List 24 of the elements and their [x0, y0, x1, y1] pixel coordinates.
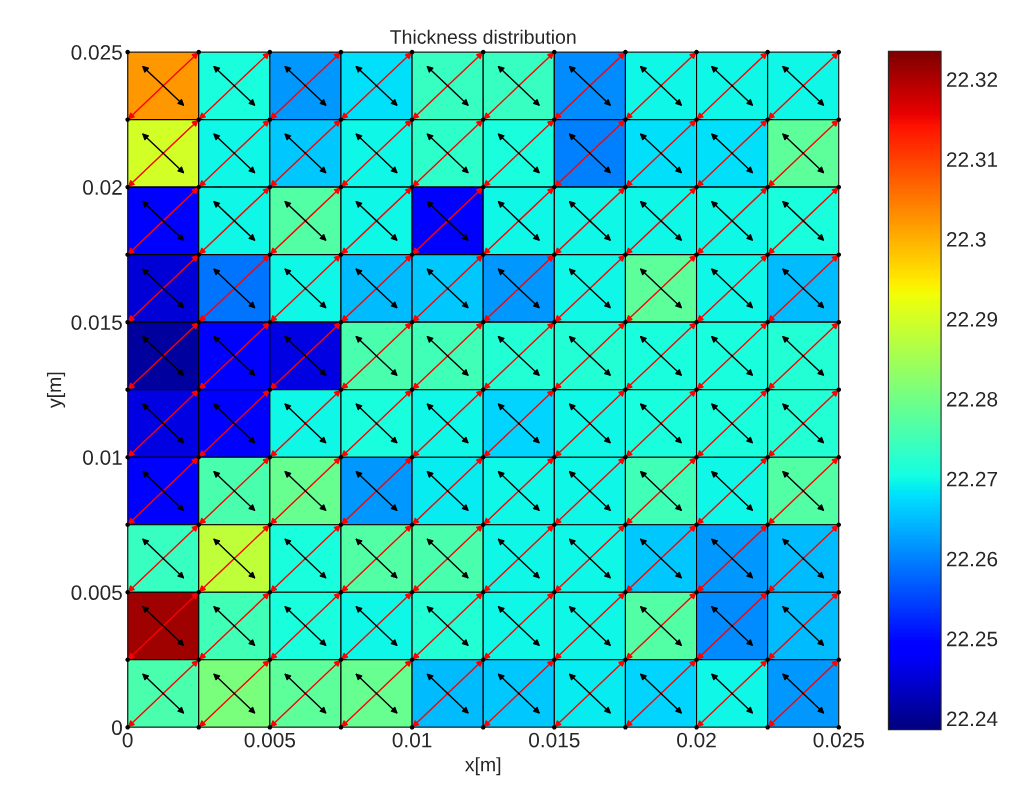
x-tick-label: 0.025 — [813, 732, 864, 748]
y-tick-label: 0.015 — [71, 315, 122, 330]
y-tick-label: 0.01 — [83, 450, 122, 465]
color-bar-label: 22.26 — [946, 551, 998, 567]
x-axis-title: x[m] — [465, 757, 501, 776]
color-bar-label: 22.31 — [946, 152, 998, 167]
x-tick-label: 0.01 — [392, 732, 432, 748]
color-bar-label: 22.27 — [946, 471, 998, 487]
y-tick-label: 0.005 — [71, 585, 122, 601]
y-axis-title: y[m] — [46, 372, 66, 408]
color-bar-label: 22.32 — [946, 72, 998, 87]
color-bar-label: 22.29 — [946, 311, 998, 327]
y-tick-label: 0.025 — [71, 45, 122, 60]
y-tick-label: 0.02 — [83, 180, 122, 195]
y-tick-label: 0 — [112, 720, 122, 736]
x-tick-label: 0.015 — [529, 732, 580, 748]
x-tick-label: 0 — [122, 732, 133, 748]
color-bar-label: 22.3 — [946, 232, 986, 247]
color-bar-label: 22.25 — [946, 631, 998, 647]
chart-title: Thickness distribution — [390, 29, 576, 44]
color-bar-label: 22.28 — [946, 391, 998, 407]
color-bar-label: 22.24 — [946, 711, 998, 727]
x-tick-label: 0.005 — [244, 732, 296, 748]
x-tick-label: 0.02 — [677, 732, 716, 748]
